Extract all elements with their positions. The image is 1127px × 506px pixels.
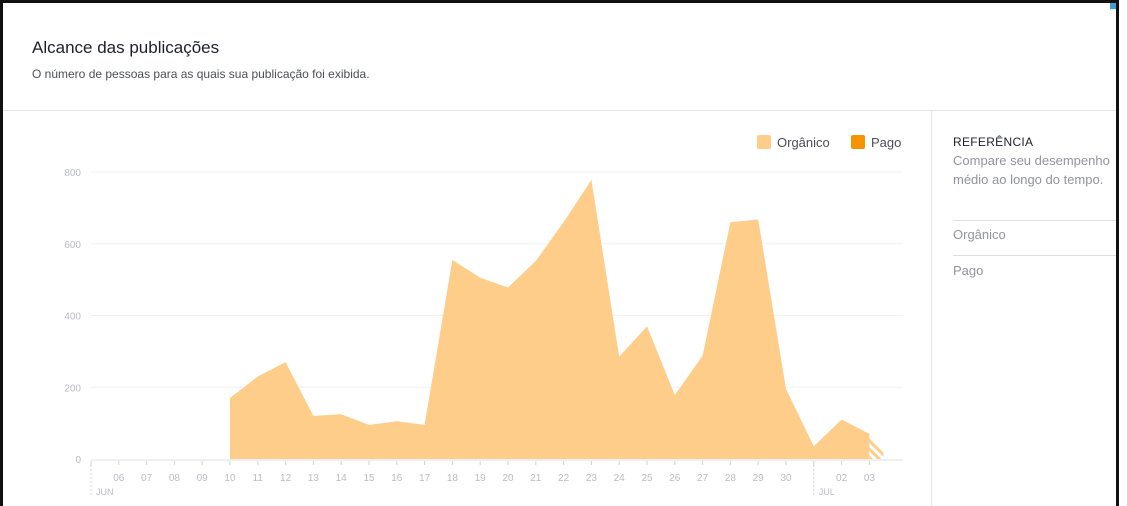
x-tick-label: 08 [169, 473, 181, 484]
x-tick-label: 07 [141, 473, 153, 484]
x-tick-label: 29 [753, 473, 765, 484]
y-tick-label: 800 [64, 168, 81, 179]
x-tick-label: 17 [419, 473, 431, 484]
x-tick-label: 26 [669, 473, 681, 484]
chart-legend: Orgânico Pago [757, 135, 901, 150]
x-tick-label: 20 [502, 473, 514, 484]
x-tick-label: 13 [308, 473, 320, 484]
x-tick-label: 10 [224, 473, 236, 484]
x-tick-label: 12 [280, 473, 292, 484]
reference-item-paid[interactable]: Pago [953, 263, 984, 278]
legend-swatch-organic[interactable] [757, 135, 771, 149]
reference-sidebar: REFERÊNCIA Compare seu desempenho médio … [953, 111, 1116, 506]
y-tick-label: 400 [64, 312, 81, 323]
y-tick-label: 200 [64, 383, 81, 394]
page-subtitle: O número de pessoas para as quais sua pu… [32, 67, 370, 81]
x-tick-label: 19 [475, 473, 487, 484]
legend-label-organic[interactable]: Orgânico [777, 135, 830, 150]
page-title: Alcance das publicações [32, 38, 220, 57]
legend-label-paid[interactable]: Pago [871, 135, 901, 150]
x-tick-label: 06 [113, 473, 125, 484]
reference-item-organic[interactable]: Orgânico [953, 227, 1006, 242]
x-month-label: JUN [96, 487, 114, 497]
x-tick-label: 21 [530, 473, 542, 484]
x-month-label: JUL [819, 487, 835, 497]
y-tick-label: 0 [75, 455, 81, 466]
x-tick-label: 22 [558, 473, 570, 484]
reference-separator [953, 255, 1116, 256]
panel-header: Alcance das publicações O número de pess… [3, 3, 1116, 111]
x-tick-label: 02 [836, 473, 848, 484]
organic-partial-area [869, 433, 884, 459]
corner-marker [1110, 3, 1116, 9]
x-tick-label: 15 [363, 473, 375, 484]
x-tick-label: 24 [614, 473, 626, 484]
x-tick-label: 23 [586, 473, 598, 484]
reference-description: Compare seu desempenho médio ao longo do… [953, 153, 1110, 187]
x-tick-label: 03 [864, 473, 876, 484]
x-tick-label: 16 [391, 473, 403, 484]
chart-area: 0 200 400 600 800 06 07 08 09 10 11 12 13 14 15 16 17 18 1… [3, 111, 931, 506]
x-tick-label: 14 [336, 473, 348, 484]
x-tick-label: 28 [725, 473, 737, 484]
x-tick-label: 27 [697, 473, 709, 484]
organic-area-series [230, 179, 870, 459]
reference-title: REFERÊNCIA [953, 135, 1034, 149]
x-tick-label: 11 [253, 473, 264, 484]
legend-swatch-paid[interactable] [851, 135, 865, 149]
x-tick-label: 25 [641, 473, 653, 484]
panel-divider [931, 111, 932, 506]
x-tick-label: 30 [780, 473, 792, 484]
y-tick-label: 600 [64, 240, 81, 251]
reach-area-chart: 0 200 400 600 800 06 07 08 09 10 11 12 13 14 15 16 17 18 1… [64, 135, 903, 497]
x-tick-label: 18 [447, 473, 459, 484]
reference-separator [953, 220, 1116, 221]
x-tick-label: 09 [197, 473, 209, 484]
